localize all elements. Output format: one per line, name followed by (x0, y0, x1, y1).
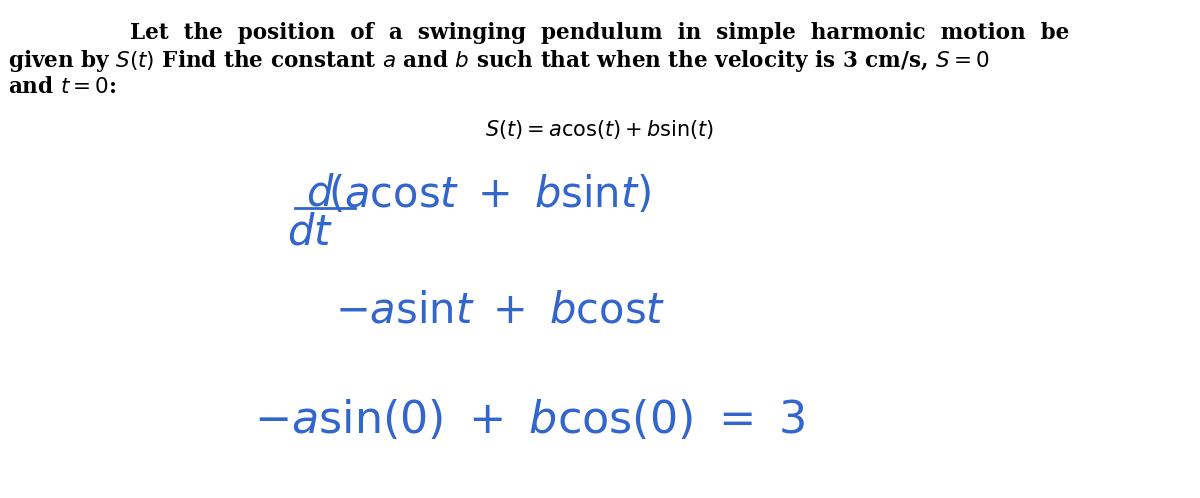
Text: $(a\mathrm{cos}t\ +\ b\mathrm{sin}t)$: $(a\mathrm{cos}t\ +\ b\mathrm{sin}t)$ (329, 174, 652, 216)
Text: and $t = 0$:: and $t = 0$: (8, 76, 116, 98)
Text: $-a\mathrm{sin}t\ +\ b\mathrm{cos}t$: $-a\mathrm{sin}t\ +\ b\mathrm{cos}t$ (335, 289, 665, 331)
Text: Let  the  position  of  a  swinging  pendulum  in  simple  harmonic  motion  be: Let the position of a swinging pendulum … (131, 22, 1069, 44)
Text: given by $S(t)$ Find the constant $a$ and $b$ such that when the velocity is 3 c: given by $S(t)$ Find the constant $a$ an… (8, 48, 990, 74)
Text: $d$: $d$ (306, 172, 335, 214)
Text: $-a\mathrm{sin}(0)\ +\ b\mathrm{cos}(0)\ =\ 3$: $-a\mathrm{sin}(0)\ +\ b\mathrm{cos}(0)\… (254, 398, 805, 442)
Text: $S(t) = a\cos(t) + b\sin(t)$: $S(t) = a\cos(t) + b\sin(t)$ (485, 118, 715, 141)
Text: $dt$: $dt$ (287, 211, 334, 253)
